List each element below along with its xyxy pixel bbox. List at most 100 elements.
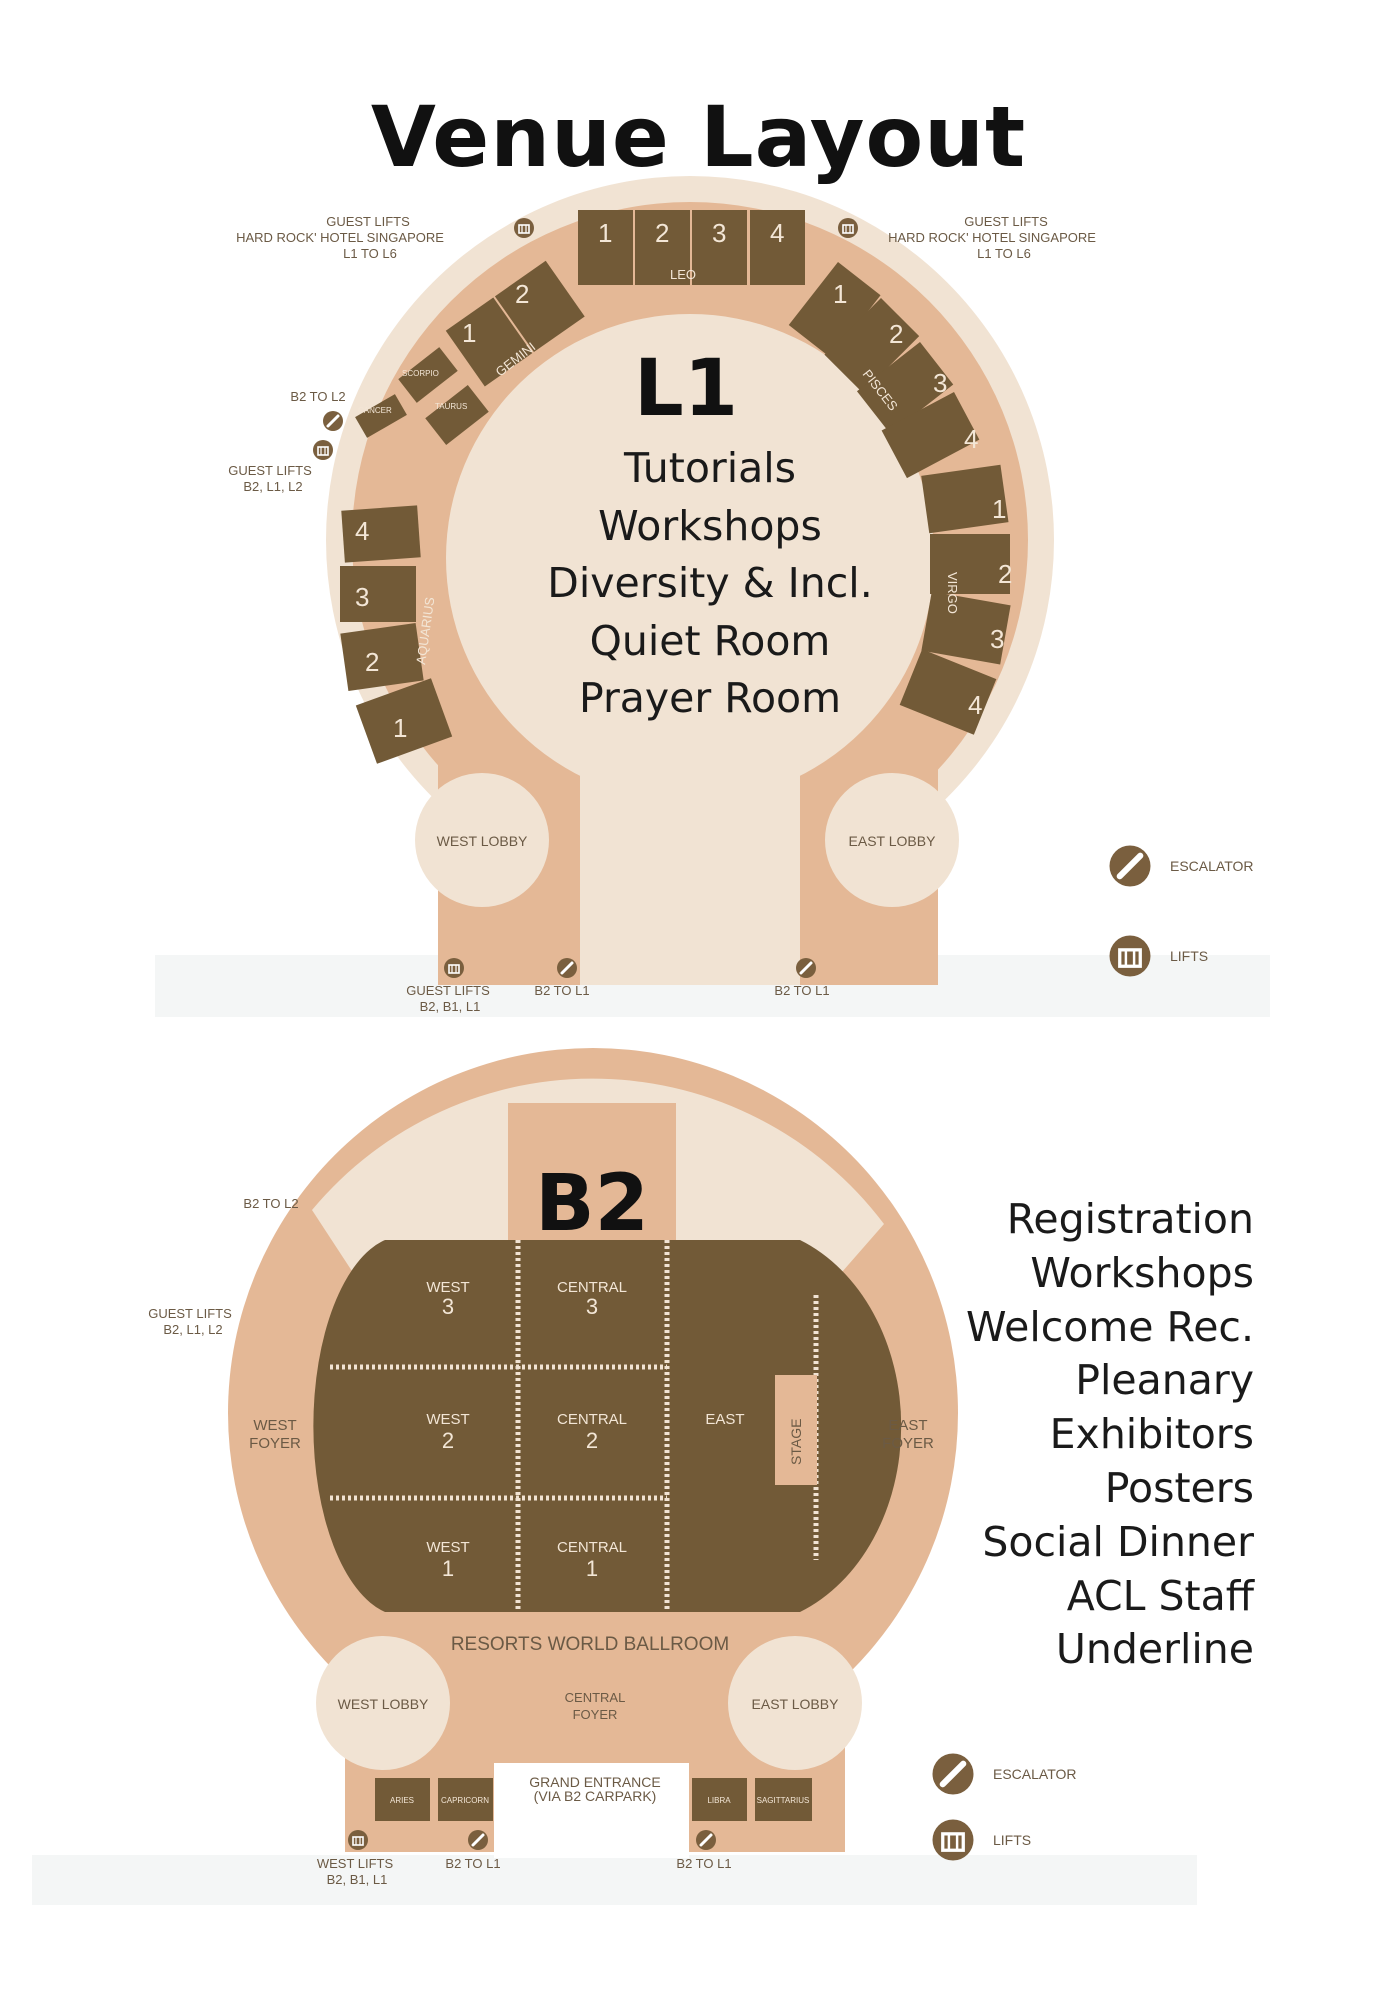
capricorn-room[interactable]: [438, 1778, 493, 1821]
virgo-room-3[interactable]: [921, 591, 1011, 665]
b2-lifts-b2-l2-line1: GUEST LIFTS: [148, 1306, 232, 1321]
b2-use-item: Exhibitors: [1049, 1410, 1254, 1459]
pisces-room-2[interactable]: [824, 298, 920, 393]
leo-room-2[interactable]: [635, 210, 690, 285]
b2-stage: [775, 1375, 817, 1485]
central-3-label-line2: 3: [586, 1294, 598, 1319]
b2-west-lobby-label: WEST LOBBY: [338, 1696, 429, 1712]
b2-use-item: Pleanary: [1075, 1356, 1254, 1405]
lift-icon: [443, 957, 465, 979]
west-lifts-line1: WEST LIFTS: [317, 1856, 394, 1871]
pisces-room-1[interactable]: [788, 262, 881, 359]
page-title: Venue Layout: [370, 88, 1027, 186]
taurus-room[interactable]: [425, 384, 489, 446]
b2-map-base: [32, 1855, 1197, 1905]
l1-lifts-right-line1: GUEST LIFTS: [964, 214, 1048, 229]
virgo-room-3-label: 3: [990, 624, 1004, 654]
aquarius-room-2-label: 2: [365, 647, 379, 677]
leo-room-3[interactable]: [692, 210, 747, 285]
west-lifts-line2: B2, B1, L1: [327, 1872, 388, 1887]
lift-icon: [347, 1829, 369, 1851]
l1-use-item: Diversity & Incl.: [547, 559, 873, 607]
b2-level-label: B2: [535, 1159, 649, 1249]
l1-map: 1 2 3 4 1 2 1 2 3 4 1 2 3 4 4 3 2 1 LEO …: [155, 176, 1270, 1017]
pisces-room-4[interactable]: [881, 392, 980, 479]
l1-west-lobby: [415, 773, 549, 907]
gemini-room-1[interactable]: [445, 297, 533, 387]
l1-lifts-right-line3: L1 TO L6: [977, 246, 1031, 261]
virgo-room-2[interactable]: [930, 534, 1010, 594]
b2-lifts-b2-l2-line2: B2, L1, L2: [163, 1322, 222, 1337]
b2-stage-label: STAGE: [788, 1419, 804, 1465]
leo-rooms: [578, 210, 805, 285]
leo-room-1[interactable]: [578, 210, 633, 285]
pisces-room-1-label: 1: [833, 279, 847, 309]
west-1-label-line2: 1: [442, 1556, 454, 1581]
b2-use-item: Welcome Rec.: [965, 1302, 1254, 1351]
grand-entrance-line2: (VIA B2 CARPARK): [534, 1788, 657, 1804]
gemini-room-2-label: 2: [515, 279, 529, 309]
b2-map: STAGE WEST 3 CENTRAL 3 WEST 2 CENTRAL 2 …: [32, 1048, 1197, 1905]
east-foyer-line2: FOYER: [882, 1435, 934, 1452]
b2-use-item: Posters: [1104, 1463, 1254, 1512]
leo-room-4[interactable]: [750, 210, 805, 285]
virgo-label: VIRGO: [945, 572, 960, 614]
l1-lifts-left-line3: L1 TO L6: [343, 246, 397, 261]
central-foyer-line2: FOYER: [573, 1707, 618, 1722]
escalator-icon: [466, 1828, 490, 1852]
lift-icon: [312, 439, 334, 461]
pisces-room-2-label: 2: [889, 319, 903, 349]
pisces-room-4-label: 4: [964, 424, 978, 454]
lift-icon: [513, 217, 535, 239]
aquarius-room-4-label: 4: [355, 516, 369, 546]
b2-use-item: Workshops: [1030, 1248, 1254, 1297]
resorts-world-ballroom[interactable]: [313, 1240, 902, 1612]
b2-use-item: Registration: [1006, 1195, 1254, 1243]
virgo-room-4[interactable]: [899, 649, 997, 735]
sagittarius-room[interactable]: [755, 1778, 812, 1821]
gemini-rooms: [445, 260, 585, 387]
east-foyer-line1: EAST: [888, 1417, 927, 1434]
l1-level-label: L1: [634, 344, 738, 434]
aquarius-room-1[interactable]: [355, 678, 453, 764]
l1-legend-escalator-label: ESCALATOR: [1170, 858, 1254, 874]
b2-use-item: ACL Staff: [1066, 1571, 1254, 1620]
taurus-label: TAURUS: [435, 402, 467, 411]
libra-room[interactable]: [692, 1778, 747, 1821]
scorpio-room[interactable]: [398, 347, 458, 403]
sagittarius-label: SAGITTARIUS: [757, 1796, 810, 1805]
aquarius-rooms: [340, 505, 453, 764]
escalator-icon: [321, 409, 345, 433]
l1-lifts-bottom-line1: GUEST LIFTS: [406, 983, 490, 998]
l1-legend-lifts-label: LIFTS: [1170, 948, 1208, 964]
gemini-room-2[interactable]: [494, 260, 585, 353]
central-2-label-line2: 2: [586, 1428, 598, 1453]
l1-lifts-right-line2: HARD ROCK' HOTEL SINGAPORE: [888, 230, 1096, 245]
capricorn-label: CAPRICORN: [441, 1796, 489, 1805]
cancer-room[interactable]: [355, 394, 407, 438]
l1-use-item: Workshops: [598, 501, 822, 550]
l1-use-item: Quiet Room: [589, 616, 831, 665]
l1-use-item: Tutorials: [623, 444, 797, 492]
aquarius-room-4[interactable]: [341, 505, 421, 563]
virgo-room-1-label: 1: [992, 494, 1006, 524]
b2-legend-lifts-icon: [930, 1817, 976, 1863]
l1-lifts-b2-l2-line2: B2, L1, L2: [243, 479, 302, 494]
l1-lifts-bottom-line2: B2, B1, L1: [420, 999, 481, 1014]
west-foyer-line1: WEST: [253, 1417, 296, 1434]
l1-b2-to-l1-left-label: B2 TO L1: [534, 983, 589, 998]
west-3-label-line2: 3: [442, 1294, 454, 1319]
b2-top-entrance: [508, 1103, 676, 1243]
l1-east-lobby: [825, 773, 959, 907]
b2-use-item: Underline: [1055, 1625, 1254, 1674]
scorpio-label: SCORPIO: [402, 369, 439, 378]
aquarius-room-2[interactable]: [340, 622, 424, 692]
central-2-label-line1: CENTRAL: [557, 1411, 627, 1428]
b2-uses-list: Registration Workshops Welcome Rec. Plea…: [834, 1193, 1254, 1677]
virgo-rooms: [899, 464, 1011, 735]
aries-room[interactable]: [375, 1778, 430, 1821]
aquarius-room-3[interactable]: [340, 566, 416, 622]
virgo-room-1[interactable]: [921, 464, 1009, 534]
pisces-room-3[interactable]: [856, 342, 954, 434]
